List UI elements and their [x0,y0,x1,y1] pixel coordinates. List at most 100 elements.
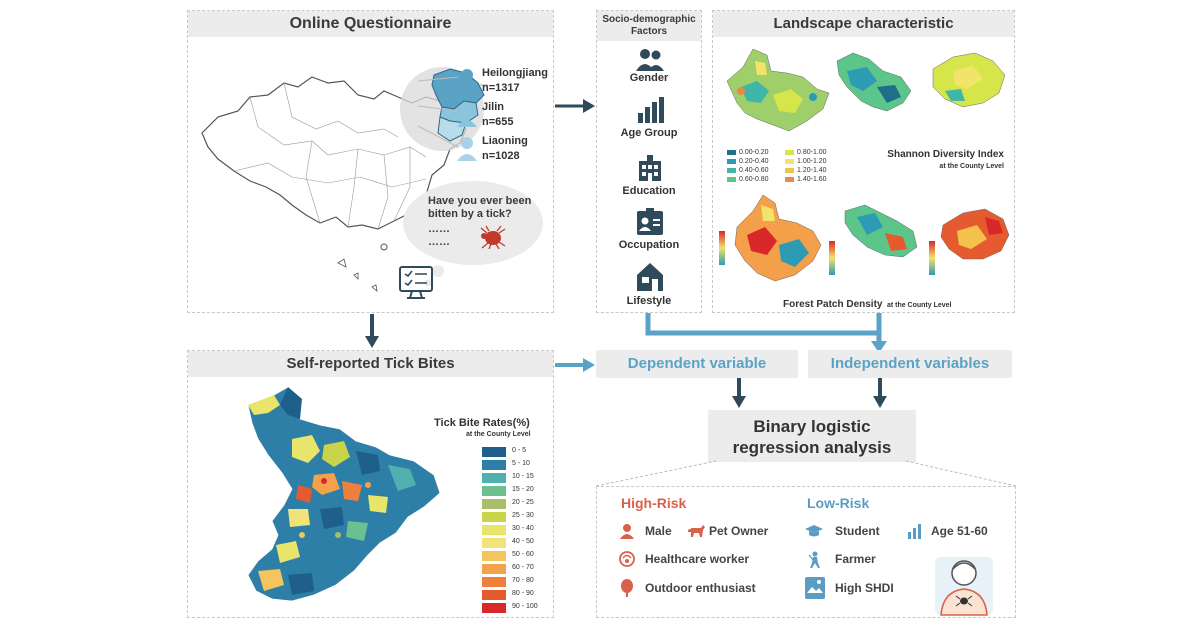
arrow-tick-to-dependent [555,358,595,372]
risk-item-male: Male [645,524,672,538]
risk-item-pet-owner: Pet Owner [709,524,769,538]
answer-placeholder-1: …… [428,223,450,235]
legend-label: 0.20-0.40 [739,158,769,165]
tick-legend-item: 30 - 40 [482,525,542,539]
regression-line-2: regression analysis [732,438,892,457]
legend-label: 40 - 50 [512,538,534,545]
legend-swatch [785,149,794,155]
socio-title-line-1: Socio-demographic [602,14,696,25]
legend-swatch [482,603,506,613]
high-risk-title: High-Risk [621,495,687,511]
fpd-subtitle: at the County Level [886,302,952,309]
online-questionnaire-panel: Online Questionnaire Heilongjiang n=1317… [187,10,554,313]
legend-label: 60 - 70 [512,564,534,571]
legend-swatch [727,158,736,164]
legend-label: 0 - 5 [512,447,527,454]
dependent-variable-label: Dependent variable [627,355,767,372]
arrow-questionnaire-to-tick [365,314,379,348]
legend-label: 1.20-1.40 [797,167,827,174]
question-line-2: bitten by a tick? [428,208,512,220]
shdi-legend-item: 0.80-1.00 [785,149,827,156]
tick-bites-panel: Self-reported Tick Bites Tick Bite Rates… [187,350,554,618]
factor-education: Education [622,185,676,197]
shdi-legend-item: 1.20-1.40 [785,167,827,174]
landscape-icon [805,577,825,599]
socio-title-line-2: Factors [630,26,668,37]
legend-swatch [785,167,794,173]
answer-placeholder-2: …… [428,236,450,248]
question-line-1: Have you ever been [428,195,532,207]
legend-swatch [482,525,506,535]
socio-header: Socio-demographic Factors [597,11,701,41]
factor-lifestyle: Lifestyle [626,295,672,307]
legend-swatch [482,551,506,561]
legend-swatch [727,167,736,173]
factor-occupation: Occupation [618,239,680,251]
legend-swatch [482,460,506,470]
tick-legend-item: 60 - 70 [482,564,542,578]
legend-label: 0.80-1.00 [797,149,827,156]
person-icon [457,69,477,93]
landscape-panel: Landscape characteristic 0.00-0.20 0.20-… [712,10,1015,313]
legend-swatch [482,499,506,509]
risk-item-high-shdi: High SHDI [835,581,894,595]
province-connectors [417,76,459,148]
legend-label: 1.40-1.60 [797,176,827,183]
legend-swatch [482,577,506,587]
occupation-icon [637,208,663,235]
question-bubble [403,181,543,287]
legend-label: 10 - 15 [512,473,534,480]
tick-legend: 0 - 5 5 - 10 10 - 15 15 - 20 20 - 25 25 - 30 3… [482,447,552,617]
lifestyle-icon [637,263,663,291]
legend-swatch [482,486,506,496]
tick-legend-item: 25 - 30 [482,512,542,526]
legend-swatch [482,447,506,457]
legend-label: 30 - 40 [512,525,534,532]
graduation-cap-icon [805,525,823,537]
regression-analysis-box: Binary logistic regression analysis [708,410,916,462]
dependent-variable-box: Dependent variable [596,350,798,378]
legend-label: 50 - 60 [512,551,534,558]
tick-legend-title: Tick Bite Rates(%) [434,417,530,429]
fpd-title: Forest Patch Density [783,299,883,310]
shdi-legend-item: 0.60-0.80 [727,176,769,183]
tick-icon [480,225,506,249]
person-icon [457,137,477,161]
tick-legend-item: 5 - 10 [482,460,542,474]
results-callout-lines [596,460,1016,487]
questionnaire-header: Online Questionnaire [188,11,553,37]
tick-legend-item: 70 - 80 [482,577,542,591]
legend-label: 25 - 30 [512,512,534,519]
province-name: Jilin [482,101,505,113]
legend-swatch [482,512,506,522]
legend-swatch [727,176,736,182]
dog-icon [688,525,705,537]
legend-swatch [482,590,506,600]
province-count: n=655 [482,116,514,128]
healthcare-worker-icon [619,551,635,567]
farmer-icon [808,551,820,568]
legend-swatch [482,538,506,548]
landscape-title: Landscape characteristic [773,15,954,32]
legend-label: 1.00-1.20 [797,158,827,165]
tick-legend-item: 80 - 90 [482,590,542,604]
risk-results-panel: High-Risk Low-Risk Male Pet Owner Health… [596,486,1016,618]
tick-legend-item: 15 - 20 [482,486,542,500]
tick-legend-item: 20 - 25 [482,499,542,513]
province-item-jilin: Jilin n=655 [456,99,551,133]
tick-bite-map [247,386,441,602]
arrow-dependent-to-regression [732,378,746,408]
fpd-title-row: Forest Patch Density at the County Level [783,294,952,312]
tick-header: Self-reported Tick Bites [188,351,553,377]
fpd-maps [719,194,1010,282]
legend-swatch [482,473,506,483]
legend-swatch [727,149,736,155]
education-icon [639,155,661,181]
shdi-subtitle: at the County Level [939,163,1004,170]
legend-label: 0.40-0.60 [739,167,769,174]
landscape-header: Landscape characteristic [713,11,1014,37]
computer-survey-icon [399,266,433,299]
shdi-legend-item: 1.00-1.20 [785,158,827,165]
tick-legend-item: 0 - 5 [482,447,542,461]
legend-swatch [785,158,794,164]
